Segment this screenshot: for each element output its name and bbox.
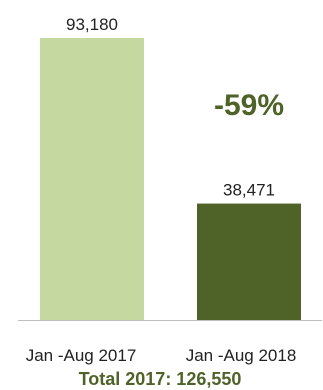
- bar-2017: [40, 38, 144, 320]
- bars-group: [40, 38, 301, 320]
- change-annotation: -59%: [214, 89, 284, 122]
- x-tick-label-2017: Jan -Aug 2017: [26, 346, 137, 365]
- bar-2018: [197, 203, 301, 320]
- data-label-2017: 93,180: [66, 15, 118, 34]
- data-label-2018: 38,471: [223, 181, 275, 200]
- total-annotation: Total 2017: 126,550: [79, 369, 242, 389]
- labels-group: 93,180 Jan -Aug 2017 38,471 Jan -Aug 2018: [26, 15, 297, 365]
- x-tick-label-2018: Jan -Aug 2018: [186, 346, 297, 365]
